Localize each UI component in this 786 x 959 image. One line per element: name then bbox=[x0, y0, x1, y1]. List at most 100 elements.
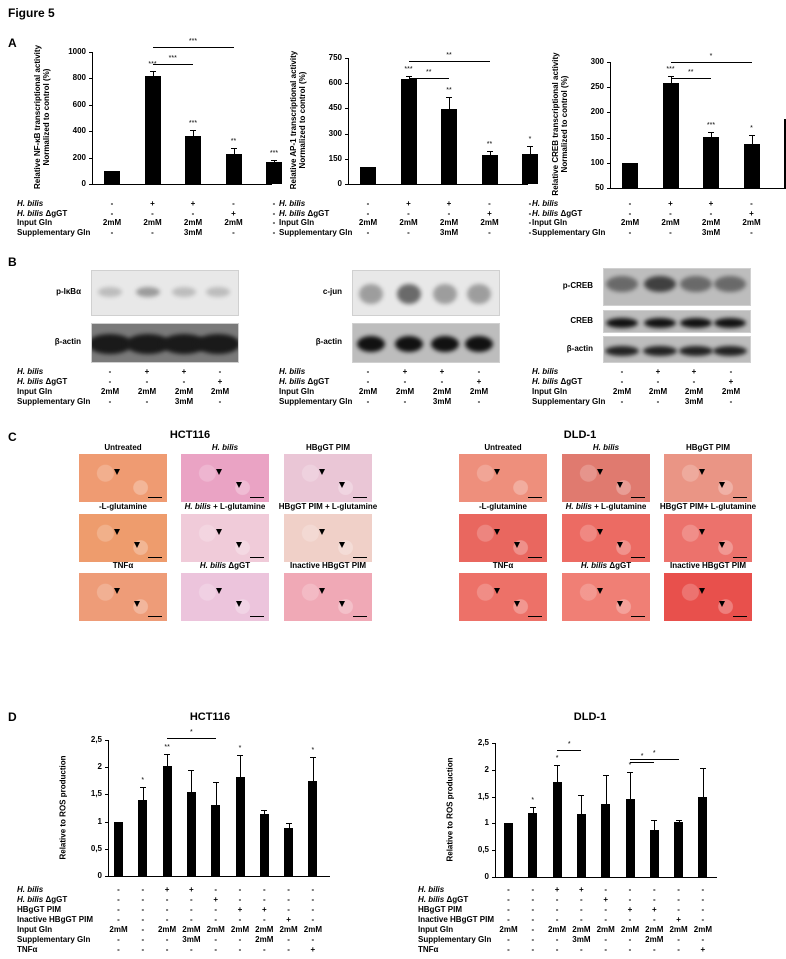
condition-value: - bbox=[214, 905, 218, 914]
condition-value: - bbox=[272, 199, 276, 208]
micrograph-image bbox=[79, 573, 167, 621]
condition-value: + bbox=[476, 377, 482, 386]
panel-label-c: C bbox=[8, 430, 17, 444]
condition-value: - bbox=[628, 208, 632, 218]
condition-value: - bbox=[108, 377, 112, 386]
condition-value: + bbox=[150, 199, 155, 208]
condition-value: 3mM bbox=[183, 227, 203, 237]
y-tick-label: 0,5 bbox=[90, 843, 102, 853]
bar bbox=[784, 118, 786, 188]
y-tick-label: 1 bbox=[484, 818, 489, 828]
arrowhead-icon bbox=[216, 469, 222, 475]
bar bbox=[625, 798, 635, 877]
protein-band bbox=[678, 345, 713, 356]
condition-value: 2mM bbox=[303, 925, 322, 934]
x-axis bbox=[108, 876, 330, 877]
condition-label: Supplementary Gln bbox=[279, 397, 353, 406]
y-tick-mark bbox=[345, 83, 348, 85]
condition-row: Inactive HBgGT PIM - - - - - - - + - bbox=[17, 915, 314, 925]
error-bar bbox=[605, 775, 607, 805]
chart-title: HCT116 bbox=[189, 711, 231, 723]
error-bar-cap bbox=[309, 757, 316, 759]
condition-value: - bbox=[507, 935, 510, 944]
error-bar-cap bbox=[554, 764, 561, 766]
significance-marker: ** bbox=[782, 104, 786, 111]
arrowhead-icon bbox=[339, 542, 345, 548]
significance-bracket-label: *** bbox=[168, 55, 177, 62]
condition-value: - bbox=[652, 885, 656, 894]
error-bar-cap bbox=[139, 786, 146, 788]
condition-value: - bbox=[165, 945, 169, 954]
condition-value: + bbox=[487, 208, 492, 218]
condition-value: - bbox=[580, 895, 583, 904]
y-tick-mark bbox=[89, 52, 92, 53]
arrowhead-icon bbox=[216, 588, 222, 594]
condition-value: - bbox=[701, 885, 705, 894]
arrowhead-icon bbox=[494, 469, 500, 475]
scale-bar bbox=[528, 616, 542, 617]
condition-value: 3mM bbox=[432, 397, 452, 406]
condition-value: 2mM bbox=[701, 218, 721, 227]
bar bbox=[400, 79, 417, 184]
y-tick-label: 1,5 bbox=[477, 791, 489, 801]
condition-value: - bbox=[262, 945, 266, 954]
condition-label: HBgGT PIM bbox=[17, 905, 61, 914]
bar bbox=[185, 136, 201, 184]
significance-bracket-label: * bbox=[640, 753, 644, 760]
micrograph-title: TNFα bbox=[112, 561, 134, 570]
condition-label-italic: H. bilis bbox=[17, 895, 44, 904]
y-tick-label: 0,5 bbox=[477, 845, 489, 855]
condition-label: H. bilis bbox=[279, 199, 305, 209]
condition-value: + bbox=[164, 885, 170, 894]
y-tick-mark bbox=[345, 184, 348, 185]
error-bar-cap bbox=[164, 754, 171, 756]
condition-value: - bbox=[262, 915, 266, 924]
significance-bracket bbox=[630, 762, 655, 763]
condition-value: + bbox=[310, 945, 316, 954]
condition-value: - bbox=[750, 199, 753, 208]
condition-value: - bbox=[652, 895, 656, 904]
condition-value: - bbox=[477, 367, 481, 376]
condition-value: 2mM bbox=[742, 218, 761, 227]
condition-value: 2mM bbox=[137, 387, 157, 396]
condition-value: 2mM bbox=[143, 218, 162, 227]
condition-value: - bbox=[117, 905, 120, 914]
condition-label-suffix: ΔgGT bbox=[43, 895, 68, 904]
blot-label: CREB bbox=[570, 315, 593, 325]
condition-value: + bbox=[554, 885, 560, 894]
western-blot-image bbox=[91, 323, 239, 363]
condition-value: - bbox=[531, 885, 535, 894]
y-tick-mark bbox=[492, 877, 495, 878]
error-bar-cap bbox=[667, 75, 674, 77]
significance-bracket-label: * bbox=[190, 729, 193, 736]
y-tick-mark bbox=[105, 848, 108, 850]
y-tick-mark bbox=[345, 158, 348, 160]
condition-value: - bbox=[165, 915, 169, 924]
error-bar-cap bbox=[212, 782, 219, 784]
micrograph-title: Untreated bbox=[484, 443, 522, 452]
y-axis-label-line1: Relative NF-κB transcriptional activity bbox=[33, 44, 42, 190]
condition-row: Input Gln 2mM 2mM 2mM 2mM bbox=[279, 387, 488, 397]
condition-value: - bbox=[407, 208, 410, 218]
significance-marker: ** bbox=[486, 141, 493, 149]
y-axis-label: Relative AP-1 transcriptional activity No… bbox=[289, 47, 307, 193]
y-tick-mark bbox=[89, 131, 92, 133]
arrowhead-icon bbox=[514, 542, 520, 548]
error-bar-cap bbox=[188, 770, 195, 772]
y-tick-mark bbox=[105, 821, 108, 823]
y-tick-label: 2,5 bbox=[90, 735, 102, 744]
condition-value: - bbox=[108, 367, 112, 376]
condition-value: - bbox=[262, 885, 266, 894]
condition-label: Input Gln bbox=[279, 218, 315, 227]
condition-value: - bbox=[780, 228, 786, 238]
protein-band bbox=[464, 336, 493, 352]
y-axis-label-line2: Normalized to control (%) bbox=[560, 75, 569, 173]
condition-value: - bbox=[117, 885, 120, 894]
scale-bar bbox=[733, 557, 747, 558]
error-bar bbox=[215, 782, 217, 806]
condition-label-italic: H. bilis bbox=[279, 199, 306, 208]
condition-value: - bbox=[729, 397, 733, 406]
condition-value: + bbox=[627, 905, 633, 914]
error-bar-cap bbox=[627, 771, 633, 773]
arrowhead-icon bbox=[236, 542, 242, 548]
